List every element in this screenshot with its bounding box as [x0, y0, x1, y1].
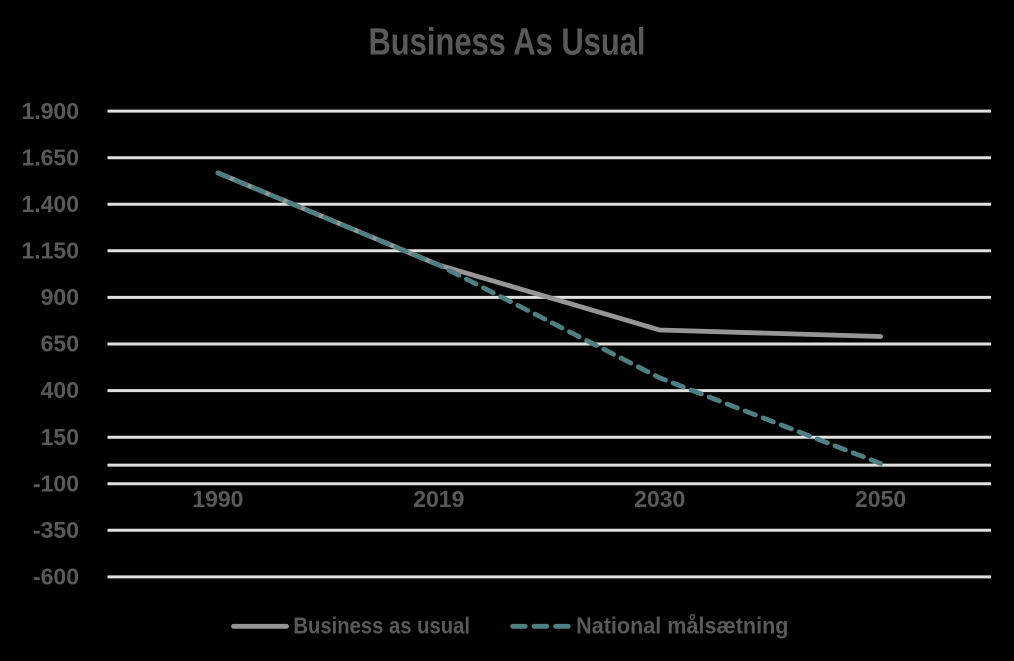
svg-text:1.150: 1.150 [21, 237, 79, 263]
svg-text:1990: 1990 [192, 486, 243, 512]
svg-text:National målsætning: National målsætning [576, 613, 788, 639]
svg-text:150: 150 [41, 424, 79, 450]
svg-text:2050: 2050 [855, 486, 906, 512]
svg-text:1.650: 1.650 [21, 144, 79, 170]
svg-text:2019: 2019 [413, 486, 464, 512]
svg-text:-100: -100 [33, 470, 79, 496]
svg-text:2030: 2030 [634, 486, 685, 512]
svg-text:-600: -600 [33, 564, 79, 590]
svg-text:900: 900 [41, 284, 79, 310]
svg-text:650: 650 [41, 331, 79, 357]
svg-text:-350: -350 [33, 517, 79, 543]
svg-text:1.900: 1.900 [21, 98, 79, 124]
svg-text:1.400: 1.400 [21, 191, 79, 217]
svg-text:Business As Usual: Business As Usual [369, 22, 646, 64]
svg-text:Business as usual: Business as usual [293, 613, 470, 639]
svg-text:400: 400 [41, 377, 79, 403]
